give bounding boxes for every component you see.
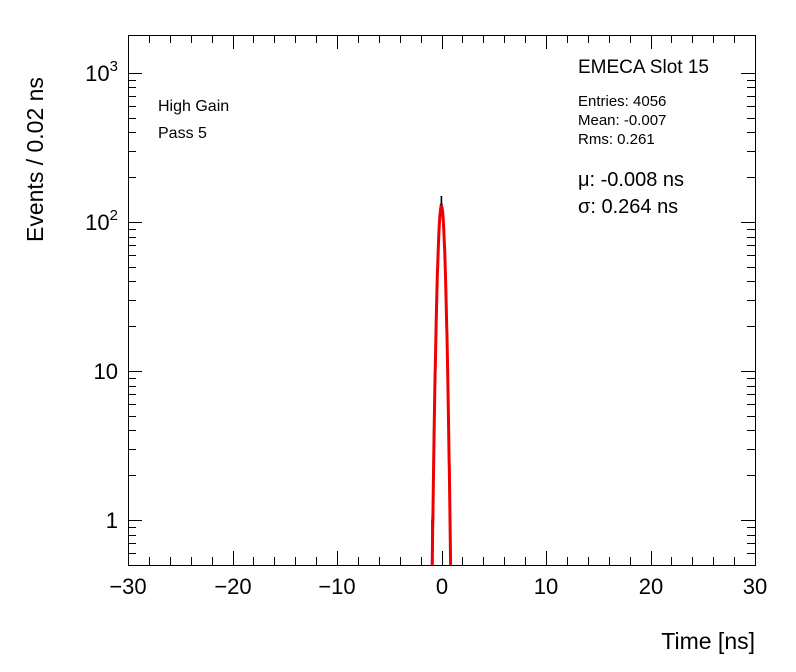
x-tick-label: 20 (639, 574, 663, 599)
fit-mu-label: μ: -0.008 ns (578, 169, 685, 191)
y-tick-label: 10 (94, 359, 118, 384)
x-tick-label: −10 (318, 574, 355, 599)
x-tick-label: −30 (109, 574, 146, 599)
x-tick-label: 0 (436, 574, 448, 599)
stat-entries: Entries: 4056 (578, 93, 667, 110)
fit-sigma-label: σ: 0.264 ns (578, 196, 679, 218)
detector-slot-label: EMECA Slot 15 (578, 57, 709, 78)
axes: −30 −20 −10 0 10 20 30 1 10 102 103 (85, 35, 767, 599)
y-tick-label: 102 (85, 207, 118, 235)
label-gain: High Gain (158, 98, 230, 115)
left-label-block: High Gain Pass 5 (158, 93, 229, 147)
stats-box: Entries: 4056 Mean: -0.007 Rms: 0.261 (578, 92, 666, 149)
y-axis-title: Events / 0.02 ns (22, 77, 48, 242)
y-tick-label: 103 (85, 58, 118, 86)
x-tick-label: 10 (534, 574, 558, 599)
y-tick-label: 1 (106, 508, 118, 533)
fit-results-block: μ: -0.008 ns σ: 0.264 ns (578, 167, 684, 221)
x-axis-title: Time [ns] (661, 628, 755, 654)
stat-rms: Rms: 0.261 (578, 131, 655, 148)
label-pass: Pass 5 (158, 125, 207, 142)
x-tick-label: −20 (214, 574, 251, 599)
fit-curve (430, 204, 453, 565)
x-tick-label: 30 (743, 574, 767, 599)
stat-mean: Mean: -0.007 (578, 112, 667, 129)
